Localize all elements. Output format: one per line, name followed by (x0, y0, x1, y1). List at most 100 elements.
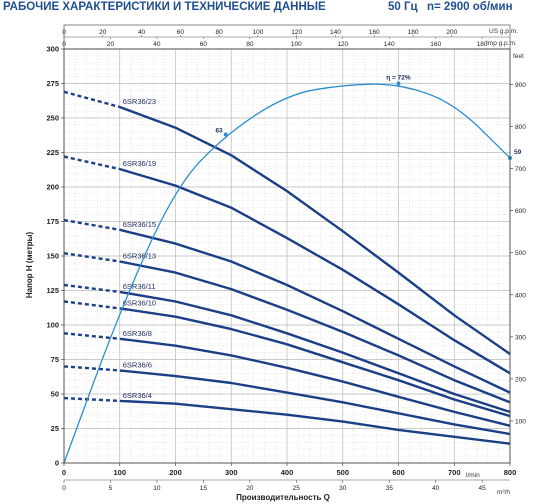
imp-gpm-tick-label: 40 (153, 41, 161, 48)
us-gpm-tick-label: 180 (408, 29, 419, 36)
efficiency-label: 59 (514, 149, 522, 156)
y-tick-label: 50 (51, 390, 59, 399)
y-tick-label: 175 (46, 217, 59, 226)
pump-curve-6SR36-6 (119, 369, 511, 436)
axes: 0255075100125150175200225250275300100200… (46, 45, 526, 493)
y-tick-label: 0 (55, 459, 59, 468)
us-gpm-tick-label: 60 (177, 29, 185, 36)
x-tick-label: 500 (336, 468, 349, 477)
m3h-tick-label: 30 (339, 485, 347, 492)
imp-gpm-tick-label: 160 (430, 41, 441, 48)
plot-area: 6SR36/23 6SR36/19 6SR36/15 6SR36/13 6SR36/11… (63, 75, 522, 464)
bottom-unit-label: m³/h (497, 489, 510, 496)
m3h-tick-label: 25 (293, 485, 301, 492)
frequency-label: 50 Гц (388, 1, 418, 13)
right-unit-label: feet (513, 53, 524, 60)
y-tick-label: 100 (46, 321, 59, 330)
pump-curve-6SR36-19 (119, 167, 511, 375)
feet-tick-label: 200 (515, 376, 526, 383)
m3h-tick-label: 10 (153, 485, 161, 492)
series-label: 6SR36/6 (123, 361, 152, 370)
pump-curve-6SR36-10 (119, 307, 511, 418)
series-label: 6SR36/19 (123, 159, 156, 168)
m3h-tick-label: 35 (386, 485, 394, 492)
series-label: 6SR36/10 (123, 298, 156, 307)
us-gpm-tick-label: 160 (369, 29, 380, 36)
m3h-tick-label: 45 (479, 485, 487, 492)
speed-label: n= 2900 об/мин (427, 1, 513, 13)
us-gpm-unit-label: US g.p.m. (489, 28, 518, 35)
series-label: 6SR36/8 (123, 329, 152, 338)
feet-tick-label: 400 (515, 292, 526, 299)
pump-curve-6SR36-6-dashed (63, 365, 120, 372)
us-gpm-tick-label: 100 (252, 29, 263, 36)
feet-tick-label: 500 (515, 250, 526, 257)
us-gpm-tick-label: 200 (446, 29, 457, 36)
pump-curve-6SR36-23 (119, 105, 511, 355)
x-tick-label: 600 (392, 468, 405, 477)
pump-curve-6SR36-11-dashed (63, 283, 120, 294)
imp-gpm-tick-label: 120 (337, 41, 348, 48)
y-axis-label: Напор H (метры) (25, 232, 34, 299)
y-tick-label: 250 (46, 114, 59, 123)
pump-curve-6SR36-8 (119, 337, 511, 427)
us-gpm-tick-label: 120 (291, 29, 302, 36)
series-label: 6SR36/11 (123, 282, 156, 291)
pump-curve-6SR36-13 (119, 260, 511, 404)
efficiency-curve (63, 83, 511, 464)
imp-gpm-tick-label: 180 (477, 41, 488, 48)
y-tick-label: 300 (46, 45, 59, 54)
imp-gpm-tick-label: 20 (107, 41, 115, 48)
series-label: 6SR36/15 (123, 220, 156, 229)
efficiency-label: 63 (215, 128, 223, 135)
feet-tick-label: 800 (515, 124, 526, 131)
pump-curve-6SR36-19-dashed (63, 155, 121, 171)
us-gpm-tick-label: 20 (99, 29, 107, 36)
pump-curve-6SR36-13-dashed (63, 252, 120, 263)
pump-curve-6SR36-15 (119, 228, 511, 394)
imp-gpm-tick-label: 80 (246, 41, 254, 48)
us-gpm-tick-label: 80 (216, 29, 224, 36)
us-gpm-tick-label: 140 (330, 29, 341, 36)
x-tick-label: 100 (113, 468, 126, 477)
y-tick-label: 75 (51, 355, 59, 364)
x-axis-label: Производительность Q (236, 493, 330, 502)
feet-tick-label: 900 (515, 82, 526, 89)
m3h-tick-label: 5 (109, 485, 113, 492)
pump-curve-6SR36-4-dashed (63, 396, 120, 403)
x-unit-label: l/min (466, 472, 480, 479)
efficiency-label: η = 72% (386, 75, 411, 82)
imp-gpm-unit-label: Imp g.p.m. (486, 40, 517, 47)
pump-curve-6SR36-11 (119, 290, 511, 414)
pump-curve-6SR36-4 (119, 399, 511, 445)
x-tick-label: 700 (448, 468, 461, 477)
efficiency-point (223, 132, 228, 137)
y-tick-label: 150 (46, 252, 59, 261)
x-tick-label: 0 (62, 468, 66, 477)
feet-tick-label: 100 (515, 418, 526, 425)
y-tick-label: 200 (46, 183, 59, 192)
pump-curve-6SR36-8-dashed (63, 332, 120, 340)
m3h-tick-label: 0 (62, 485, 66, 492)
imp-gpm-tick-label: 60 (200, 41, 208, 48)
m3h-tick-label: 20 (246, 485, 254, 492)
pump-curve-6SR36-15-dashed (63, 218, 121, 231)
m3h-tick-label: 15 (200, 485, 208, 492)
x-tick-label: 200 (169, 468, 182, 477)
us-gpm-tick-label: 40 (138, 29, 146, 36)
y-tick-label: 25 (51, 424, 59, 433)
y-tick-label: 225 (46, 148, 59, 157)
x-tick-label: 400 (281, 468, 294, 477)
feet-tick-label: 300 (515, 334, 526, 341)
m3h-tick-label: 40 (432, 485, 440, 492)
efficiency-point (396, 81, 401, 86)
y-tick-label: 275 (46, 79, 59, 88)
feet-tick-label: 600 (515, 208, 526, 215)
y-tick-label: 125 (46, 286, 59, 295)
top-axes: 0 20 40 60 80 100 120 140 160 180 200 0 20 40 60 80 100 1… (62, 24, 511, 50)
us-gpm-tick-label: 0 (62, 29, 66, 36)
imp-gpm-tick-label: 100 (291, 41, 302, 48)
chart-title: РАБОЧИЕ ХАРАКТЕРИСТИКИ И ТЕХНИЧЕСКИЕ ДАН… (3, 1, 326, 13)
pump-curve-6SR36-10-dashed (63, 300, 120, 310)
